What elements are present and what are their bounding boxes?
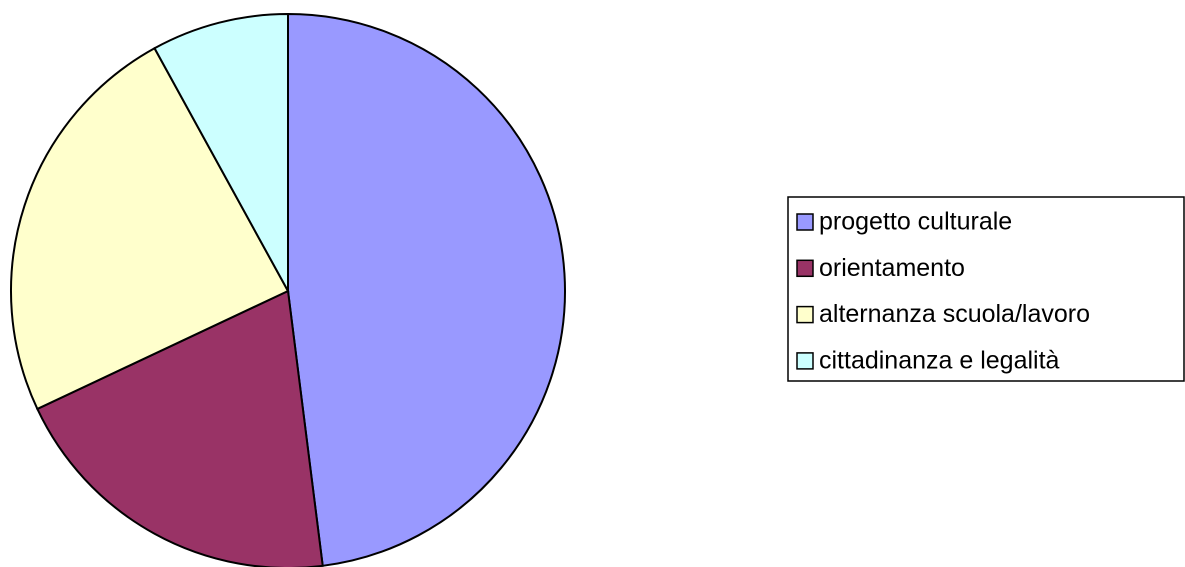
legend-swatch — [796, 305, 814, 324]
legend-box — [787, 196, 1185, 382]
legend-label: alternanza scuola/lavoro — [819, 300, 1090, 328]
legend-label: progetto culturale — [819, 208, 1012, 236]
legend-swatch — [796, 213, 814, 231]
pie-slice — [10, 46, 290, 411]
pie-slice — [153, 12, 289, 292]
legend-swatch — [796, 352, 814, 370]
legend: progetto culturale orientamento alternanza… — [796, 208, 1090, 375]
pie-slice — [287, 12, 566, 567]
legend-label: cittadinanza e legalità — [819, 347, 1060, 375]
pie-slice — [36, 289, 324, 567]
legend-label: orientamento — [819, 254, 965, 282]
legend-swatch — [796, 259, 814, 278]
pie — [10, 12, 566, 567]
